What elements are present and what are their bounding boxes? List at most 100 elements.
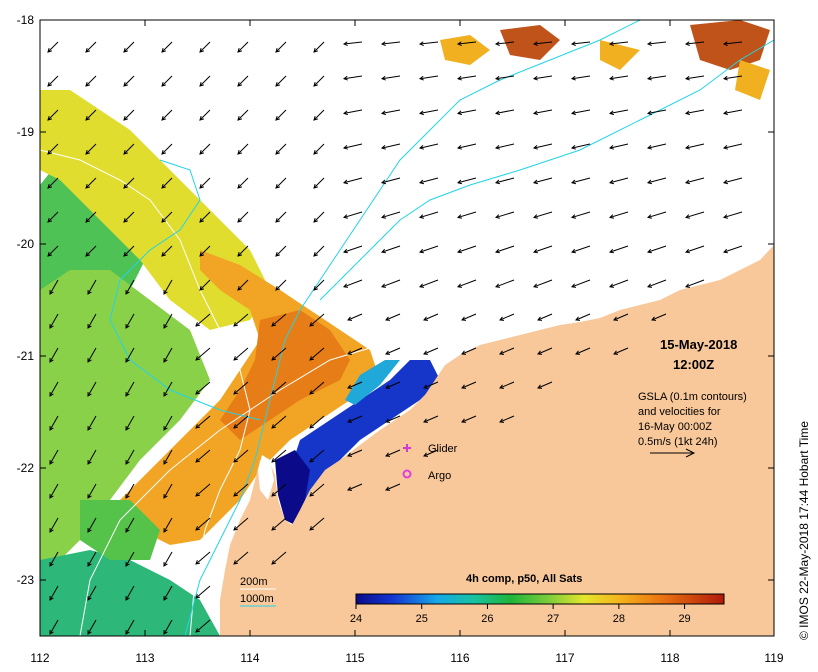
velocity-arrow (87, 483, 97, 499)
velocity-arrow (385, 415, 401, 423)
velocity-arrow (85, 177, 97, 189)
velocity-arrow (499, 415, 515, 423)
velocity-arrow (532, 143, 553, 150)
velocity-arrow (309, 415, 325, 429)
velocity-arrow (532, 75, 553, 81)
velocity-arrow (237, 177, 249, 189)
velocity-arrow (309, 517, 325, 531)
isobath-1000m (184, 20, 641, 636)
velocity-arrow (275, 177, 287, 189)
velocity-arrow (380, 75, 401, 81)
velocity-arrow (271, 347, 287, 361)
velocity-arrow (237, 75, 249, 87)
velocity-arrow (418, 75, 439, 81)
velocity-arrow (271, 415, 287, 429)
velocity-arrow (309, 381, 325, 395)
velocity-arrow (494, 109, 515, 116)
velocity-arrow (646, 75, 667, 81)
plot-frame (39, 19, 775, 637)
date-label: 15-May-2018 (660, 337, 737, 352)
velocity-arrow (381, 245, 401, 254)
sst-warm-pixels-ne (500, 20, 770, 70)
velocity-arrow (608, 75, 629, 81)
velocity-arrow (423, 415, 439, 423)
colorbar-ticks: 24 25 26 27 28 29 (350, 604, 691, 625)
velocity-arrow (609, 211, 629, 219)
colorbar-tick-label: 26 (481, 613, 493, 625)
velocity-arrow (418, 109, 439, 116)
velocity-arrow (125, 517, 135, 533)
velocity-arrow (49, 483, 59, 499)
velocity-arrow (313, 143, 325, 155)
velocity-arrow (608, 177, 629, 185)
sst-lightgreen-zone (40, 270, 210, 560)
sst-darkorange-zone (220, 310, 350, 440)
x-tick-label: 118 (660, 651, 679, 665)
velocity-arrow (651, 313, 667, 321)
velocity-arrow (125, 483, 135, 499)
credit-text: © IMOS 22-May-2018 17:44 Hobart Time (797, 421, 811, 640)
velocity-arrow (123, 41, 135, 53)
velocity-arrow (494, 177, 515, 185)
velocity-arrow (646, 41, 667, 47)
velocity-arrow (570, 75, 591, 81)
velocity-arrow (161, 41, 173, 53)
velocity-arrow (532, 41, 553, 47)
scale-arrow (650, 448, 696, 458)
velocity-arrow (343, 279, 363, 288)
y-tick-label: -18 (17, 13, 35, 27)
velocity-arrows (47, 41, 743, 635)
velocity-arrow (461, 347, 477, 355)
velocity-arrow (199, 245, 211, 257)
velocity-arrow (161, 211, 173, 223)
velocity-arrow (313, 109, 325, 121)
velocity-arrow (85, 245, 97, 257)
velocity-arrow (233, 551, 249, 565)
velocity-arrow (419, 245, 439, 254)
argo-label: Argo (428, 470, 451, 482)
velocity-arrow (347, 449, 363, 457)
gsla-line-4: 0.5m/s (1kt 24h) (638, 436, 717, 448)
velocity-arrow (495, 211, 515, 219)
argo-marker (402, 469, 412, 479)
velocity-arrow (570, 177, 591, 185)
velocity-arrow (47, 75, 59, 87)
velocity-arrow (722, 41, 743, 47)
velocity-arrow (385, 313, 401, 321)
colorbar (355, 593, 725, 605)
colorbar-tick-label: 29 (678, 613, 690, 625)
velocity-arrow (275, 143, 287, 155)
velocity-arrow (613, 313, 629, 321)
velocity-arrow (195, 347, 211, 361)
velocity-arrow (85, 109, 97, 121)
y-tick-label: -22 (17, 461, 35, 475)
y-tick-label: -20 (17, 237, 35, 251)
velocity-arrow (313, 211, 325, 223)
velocity-arrow (684, 75, 705, 81)
land-mass (220, 245, 774, 636)
velocity-arrow (163, 313, 173, 329)
x-tick-label: 113 (135, 651, 154, 665)
velocity-arrow (163, 279, 173, 295)
velocity-arrow (161, 75, 173, 87)
velocity-arrow (571, 211, 591, 219)
velocity-arrow (237, 143, 249, 155)
velocity-arrow (342, 109, 363, 116)
velocity-arrow (380, 143, 401, 150)
velocity-arrow (125, 313, 135, 329)
velocity-arrow (570, 109, 591, 116)
velocity-arrow (233, 347, 249, 361)
velocity-arrow (49, 619, 59, 635)
velocity-arrow (163, 381, 173, 397)
velocity-arrow (309, 313, 325, 327)
velocity-arrow (537, 313, 553, 321)
velocity-arrow (85, 41, 97, 53)
velocity-arrow (123, 245, 135, 257)
velocity-arrow (494, 143, 515, 150)
velocity-arrow (342, 75, 363, 81)
sst-blue-upwelling (285, 360, 440, 520)
velocity-arrow (271, 517, 287, 531)
velocity-arrow (722, 75, 743, 81)
velocity-arrow (419, 211, 439, 219)
colorbar-title: 4h comp, p50, All Sats (466, 573, 582, 585)
